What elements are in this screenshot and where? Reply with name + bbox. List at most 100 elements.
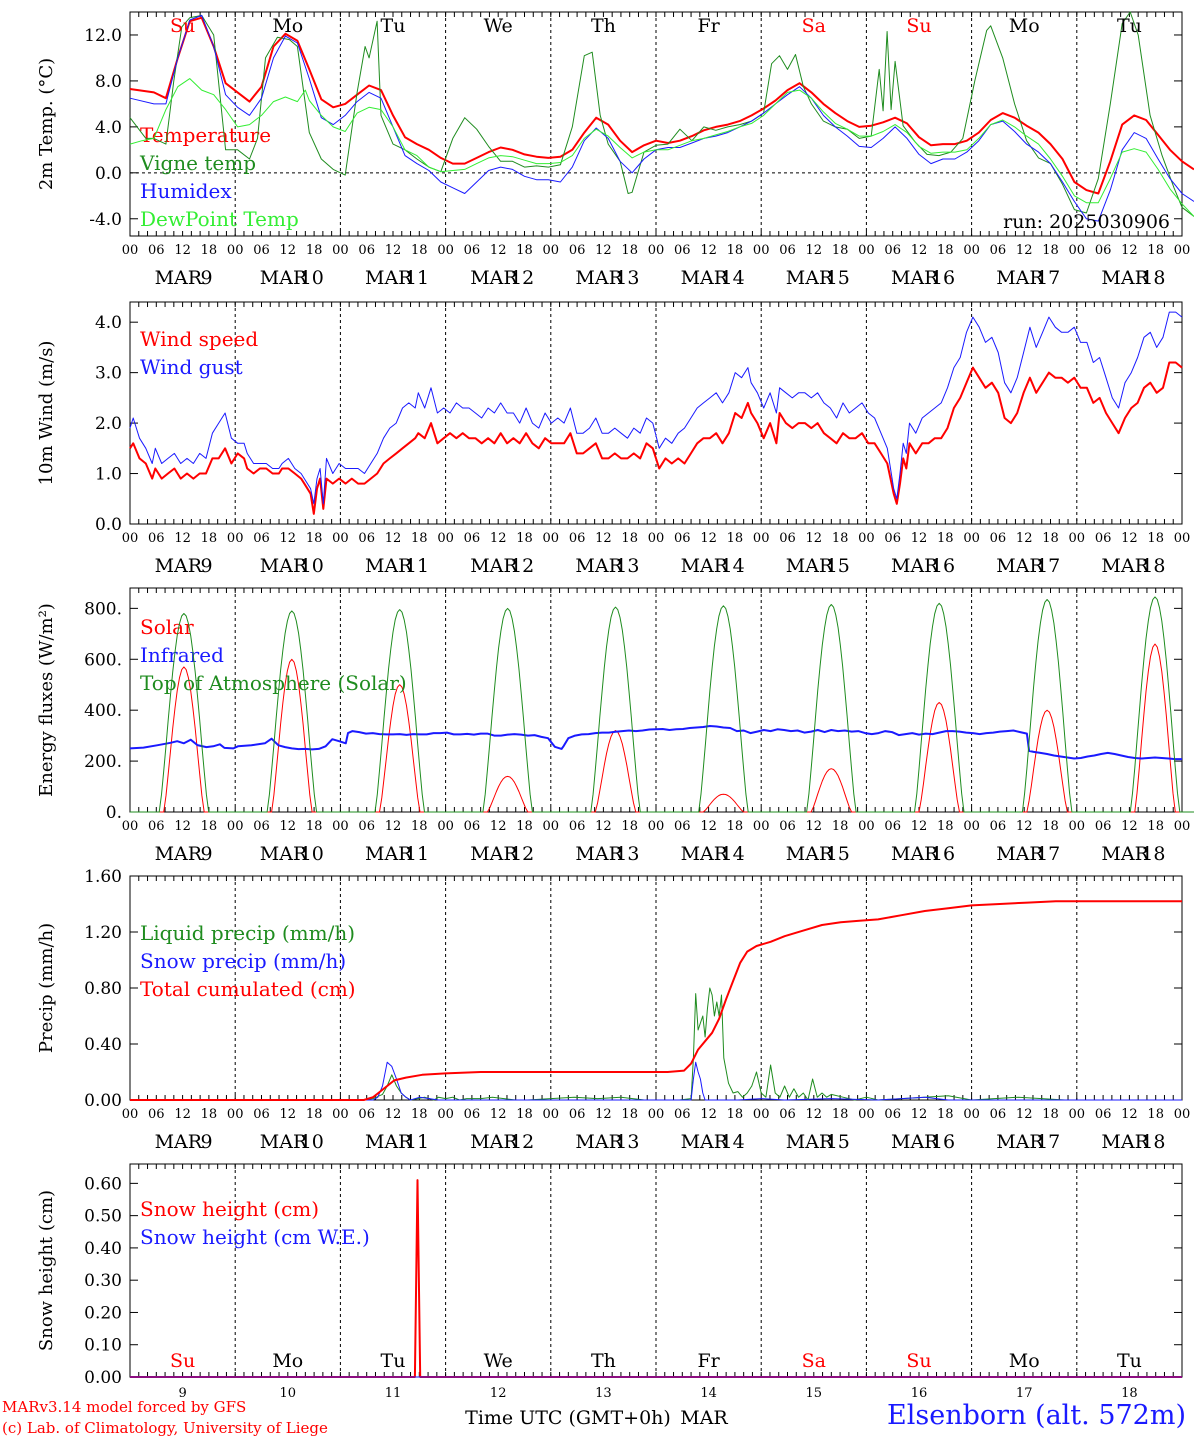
snow-date-label: 14 — [700, 1386, 717, 1401]
temp-hour-label: 12 — [385, 243, 402, 258]
energy-month-label: MAR — [575, 843, 623, 865]
temp-month-label: MAR — [575, 267, 623, 289]
snow-date-label: 15 — [806, 1386, 823, 1401]
energy-date-label: 14 — [721, 843, 745, 865]
wind-hour-label: 00 — [1069, 531, 1086, 546]
wind-month-label: MAR — [891, 555, 939, 577]
precip-hour-label: 18 — [937, 1107, 954, 1122]
energy-month-label: MAR — [786, 843, 834, 865]
energy-hour-label: 06 — [990, 819, 1007, 834]
temp-weekday-label: Su — [906, 15, 931, 37]
energy-hour-label: 12 — [280, 819, 297, 834]
temp-month-label: MAR — [260, 267, 308, 289]
temp-date-label: 16 — [931, 267, 955, 289]
wind-hour-label: 00 — [543, 531, 560, 546]
precip-hour-label: 12 — [595, 1107, 612, 1122]
energy-date-label: 12 — [510, 843, 534, 865]
temp-hour-label: 06 — [674, 243, 691, 258]
wind-hour-label: 00 — [122, 531, 139, 546]
precip-date-label: 16 — [931, 1131, 955, 1153]
temp-month-label: MAR — [996, 267, 1044, 289]
snow-ytick-label: 0.20 — [84, 1303, 122, 1323]
temp-hour-label: 06 — [253, 243, 270, 258]
precip-month-label: MAR — [155, 1131, 203, 1153]
wind-hour-label: 00 — [753, 531, 770, 546]
precip-month-label: MAR — [575, 1131, 623, 1153]
energy-hour-label: 06 — [884, 819, 901, 834]
wind-hour-label: 00 — [332, 531, 349, 546]
energy-month-label: MAR — [260, 843, 308, 865]
wind-hour-label: 18 — [727, 531, 744, 546]
wind-hour-label: 06 — [884, 531, 901, 546]
precip-month-label: MAR — [681, 1131, 729, 1153]
temp-legend-humidex: Humidex — [140, 179, 232, 203]
temp-month-label: MAR — [365, 267, 413, 289]
precip-month-label: MAR — [786, 1131, 834, 1153]
temp-hour-label: 18 — [832, 243, 849, 258]
wind-hour-label: 06 — [779, 531, 796, 546]
temp-hour-label: 12 — [1121, 243, 1138, 258]
precip-hour-label: 00 — [227, 1107, 244, 1122]
energy-month-label: MAR — [1101, 843, 1149, 865]
temp-ytick-label: 8.0 — [95, 72, 122, 92]
temp-weekday-label: Mo — [1009, 15, 1040, 37]
snow-ytick-label: 0.00 — [84, 1368, 122, 1388]
precip-hour-label: 18 — [727, 1107, 744, 1122]
temp-date-label: 14 — [721, 267, 745, 289]
precip-hour-label: 18 — [516, 1107, 533, 1122]
temp-weekday-label: Th — [591, 15, 616, 37]
energy-hour-label: 00 — [1174, 819, 1191, 834]
snow-weekday-label: Mo — [1009, 1350, 1040, 1372]
energy-date-label: 16 — [931, 843, 955, 865]
wind-ytick-label: 4.0 — [95, 313, 122, 333]
energy-legend-solar: Solar — [140, 615, 194, 639]
precip-month-label: MAR — [996, 1131, 1044, 1153]
energy-hour-label: 12 — [490, 819, 507, 834]
wind-hour-label: 12 — [1016, 531, 1033, 546]
energy-hour-label: 18 — [832, 819, 849, 834]
precip-hour-label: 00 — [543, 1107, 560, 1122]
energy-hour-label: 06 — [779, 819, 796, 834]
precip-hour-label: 06 — [569, 1107, 586, 1122]
precip-ytick-label: 1.20 — [84, 923, 122, 943]
precip-hour-label: 12 — [490, 1107, 507, 1122]
temp-hour-label: 18 — [516, 243, 533, 258]
precip-date-label: 10 — [300, 1131, 324, 1153]
wind-hour-label: 18 — [306, 531, 323, 546]
snow-date-label: 16 — [911, 1386, 928, 1401]
snow-weekday-label: Fr — [697, 1350, 720, 1372]
precip-legend-liquid-precip-mm-h-: Liquid precip (mm/h) — [140, 921, 355, 945]
energy-hour-label: 06 — [569, 819, 586, 834]
energy-hour-label: 18 — [1147, 819, 1164, 834]
temp-date-label: 9 — [201, 267, 213, 289]
energy-month-label: MAR — [891, 843, 939, 865]
wind-month-label: MAR — [681, 555, 729, 577]
precip-hour-label: 18 — [306, 1107, 323, 1122]
temp-month-label: MAR — [786, 267, 834, 289]
energy-series-infrared — [129, 725, 1182, 761]
wind-hour-label: 18 — [621, 531, 638, 546]
temp-hour-label: 06 — [464, 243, 481, 258]
temp-series-humidex — [129, 14, 1194, 222]
snow-legend-snow-height-cm-w-e-: Snow height (cm W.E.) — [140, 1225, 370, 1249]
temp-month-label: MAR — [891, 267, 939, 289]
precip-legend-snow-precip-mm-h-: Snow precip (mm/h) — [140, 949, 346, 973]
energy-hour-label: 00 — [963, 819, 980, 834]
precip-hour-label: 00 — [963, 1107, 980, 1122]
precip-hour-label: 06 — [148, 1107, 165, 1122]
energy-month-label: MAR — [470, 843, 518, 865]
energy-hour-label: 06 — [148, 819, 165, 834]
wind-date-label: 12 — [510, 555, 534, 577]
temp-weekday-label: We — [484, 15, 513, 37]
wind-hour-label: 00 — [1174, 531, 1191, 546]
energy-month-label: MAR — [996, 843, 1044, 865]
wind-hour-label: 12 — [806, 531, 823, 546]
energy-hour-label: 12 — [1016, 819, 1033, 834]
energy-series-solar — [130, 643, 1194, 813]
energy-ylabel: Energy fluxes (W/m²) — [36, 603, 57, 797]
precip-date-label: 14 — [721, 1131, 745, 1153]
wind-date-label: 11 — [405, 555, 429, 577]
temp-ytick-label: 12.0 — [84, 26, 122, 46]
wind-date-label: 10 — [300, 555, 324, 577]
temp-hour-label: 00 — [1174, 243, 1191, 258]
